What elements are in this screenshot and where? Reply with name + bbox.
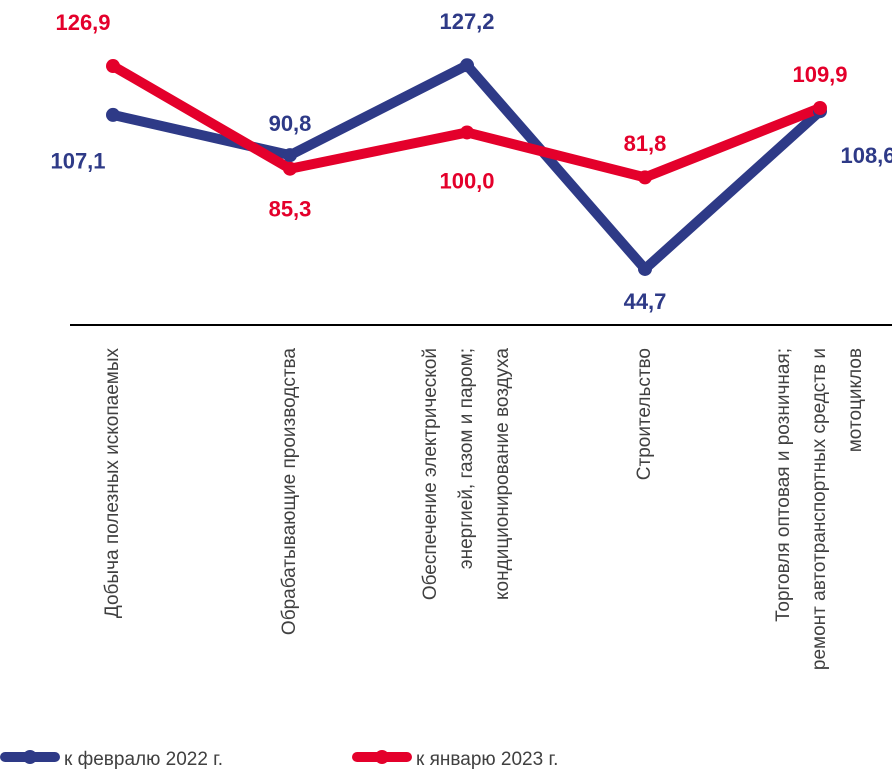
x-tick-label: Обеспечение электрической <box>420 348 441 600</box>
data-label: 90,8 <box>269 111 312 136</box>
point <box>283 161 297 176</box>
series-line <box>108 61 825 183</box>
x-tick-label: Обрабатывающие производства <box>279 348 300 635</box>
data-label: 108,6 <box>840 143 892 168</box>
data-label: 127,2 <box>439 9 494 34</box>
x-tick-label: мотоциклов <box>845 348 866 452</box>
x-tick-label: энергией, газом и паром; <box>456 348 477 569</box>
legend-label: к январю 2023 г. <box>416 749 558 770</box>
data-label: 85,3 <box>269 197 312 222</box>
point <box>460 125 474 140</box>
data-label: 109,9 <box>792 62 847 87</box>
data-label: 100,0 <box>439 168 494 193</box>
point <box>638 170 652 185</box>
x-tick-label: ремонт автотранспортных средств и <box>809 348 830 670</box>
point <box>638 261 652 276</box>
x-tick-label: Строительство <box>634 348 655 480</box>
legend-marker <box>23 750 37 764</box>
legend-marker <box>375 750 389 764</box>
legend-label: к февралю 2022 г. <box>64 749 223 770</box>
data-label: 126,9 <box>55 10 110 35</box>
point <box>460 58 474 73</box>
data-label: 107,1 <box>50 149 105 174</box>
point <box>283 148 297 163</box>
point <box>106 107 120 122</box>
point <box>106 59 120 74</box>
series-line <box>108 60 825 274</box>
data-label: 44,7 <box>624 289 667 314</box>
point <box>813 100 827 115</box>
data-label: 81,8 <box>624 131 667 156</box>
x-tick-label: Добыча полезных ископаемых <box>102 348 123 619</box>
x-tick-label: Торговля оптовая и розничная; <box>773 348 794 622</box>
x-tick-label: кондиционирование воздуха <box>492 348 513 600</box>
